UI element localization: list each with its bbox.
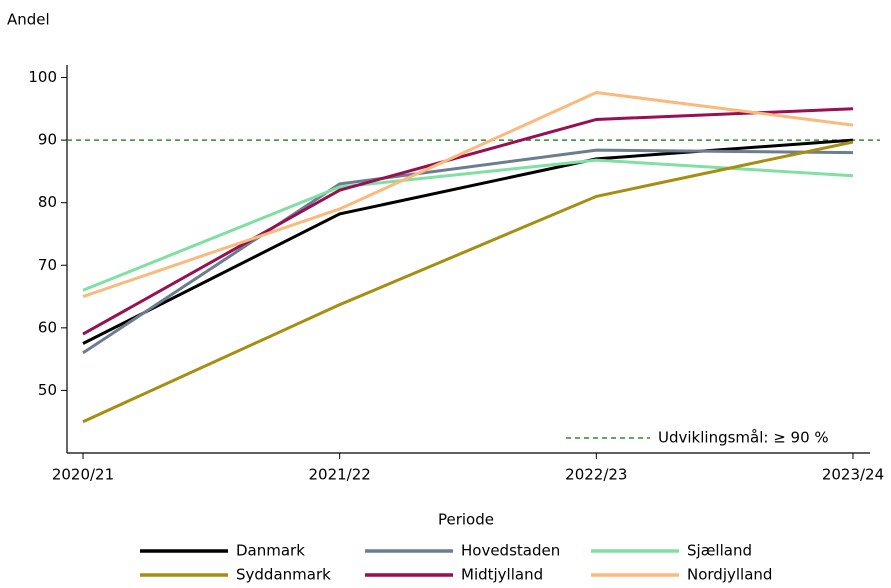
series-line <box>82 90 854 298</box>
legend-label: Hovedstaden <box>461 542 560 560</box>
y-tick-label: 90 <box>38 131 57 149</box>
x-tick-label: 2023/24 <box>822 466 884 484</box>
y-tick-label: 100 <box>28 68 57 86</box>
series-line <box>82 148 854 355</box>
y-tick-label: 60 <box>38 318 57 336</box>
y-tick-label: 70 <box>38 256 57 274</box>
y-tick-label: 50 <box>38 381 57 399</box>
x-tick-label: 2022/23 <box>565 466 627 484</box>
x-axis-label: Periode <box>438 511 494 529</box>
series-line <box>82 107 854 336</box>
y-tick-label: 80 <box>38 193 57 211</box>
x-tick-label: 2021/22 <box>309 466 371 484</box>
legend-label: Midtjylland <box>461 566 543 584</box>
y-axis-label: Andel <box>7 11 50 29</box>
legend-label: Syddanmark <box>236 566 331 584</box>
x-tick-label: 2020/21 <box>52 466 114 484</box>
legend-label: Nordjylland <box>687 566 772 584</box>
series-line <box>82 140 854 424</box>
series-line <box>82 138 854 345</box>
reference-legend-label: Udviklingsmål: ≥ 90 % <box>658 429 829 447</box>
legend-label: Danmark <box>236 542 305 560</box>
legend-label: Sjælland <box>687 542 752 560</box>
